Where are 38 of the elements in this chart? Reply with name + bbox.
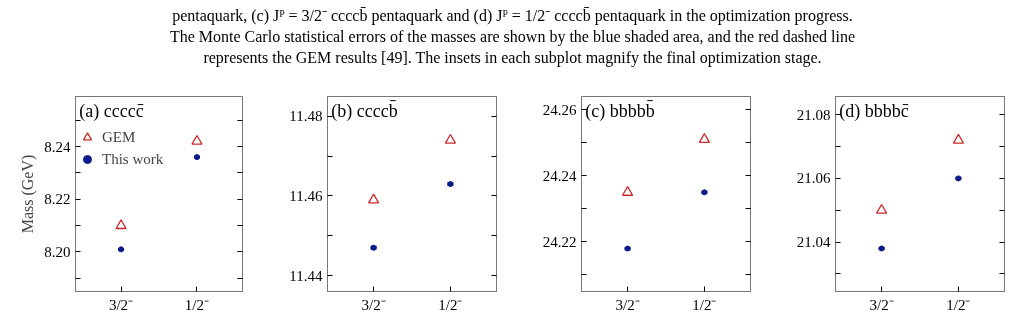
point xyxy=(115,219,127,230)
chart-title: (b) ccccb̄ xyxy=(331,100,398,122)
x-tick-label: 3/2⁻ xyxy=(869,296,894,313)
y-tick-label: 21.08 xyxy=(796,106,831,123)
point xyxy=(952,133,965,144)
y-tick-label: 11.44 xyxy=(289,267,323,284)
x-tick-label: 1/2⁻ xyxy=(184,296,210,313)
y-tick-label: 21.04 xyxy=(796,234,831,251)
x-tick-label: 3/2⁻ xyxy=(615,296,640,313)
point xyxy=(367,193,380,204)
x-tick-label: 3/2⁻ xyxy=(361,296,386,313)
y-tick-label: 8.20 xyxy=(44,243,71,260)
y-tick-label: 8.24 xyxy=(44,138,71,155)
y-tick-label: 8.22 xyxy=(44,191,71,208)
point xyxy=(698,133,711,143)
y-tick-label: 21.06 xyxy=(796,170,831,187)
y-tick-label: 11.48 xyxy=(289,108,323,125)
x-tick-label: 1/2⁻ xyxy=(946,296,971,313)
point xyxy=(444,133,457,144)
y-axis-title: Mass (GeV) xyxy=(19,154,38,234)
point xyxy=(875,203,888,214)
x-tick-label: 3/2⁻ xyxy=(108,296,134,313)
y-tick-label: 11.46 xyxy=(289,187,323,204)
chart-title: (c) bbbbb̄ xyxy=(585,100,655,122)
chart-title: (a) ccccc̄ xyxy=(79,100,144,122)
text: represents the GEM results [49]. The insets in each subplot magnify the final optimization stage. xyxy=(203,49,822,66)
legend-label: This work xyxy=(102,150,164,168)
chart-title: (d) bbbbc̄ xyxy=(839,100,909,122)
y-tick-label: 24.26 xyxy=(542,101,577,118)
y-tick-label: 24.24 xyxy=(542,167,577,184)
text: pentaquark, (c) Jᴾ = 3/2⁻ ccccb̄ pentaquark and (d) Jᴾ = 1/2⁻ ccccb̄ pentaquark in the optimization progress. xyxy=(172,7,853,24)
text: The Monte Carlo statistical errors of the masses are shown by the blue shaded area, and the red dashed line xyxy=(169,28,856,45)
point xyxy=(191,134,203,145)
x-tick-label: 1/2⁻ xyxy=(438,296,463,313)
x-tick-label: 1/2⁻ xyxy=(692,296,717,313)
legend-label: GEM xyxy=(102,128,136,146)
y-tick-label: 24.22 xyxy=(542,233,577,250)
point xyxy=(621,185,634,196)
